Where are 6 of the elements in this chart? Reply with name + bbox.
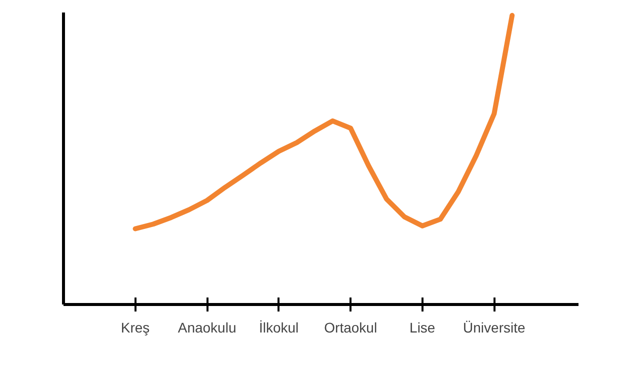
x-tick-label: İlkokul	[258, 320, 299, 336]
x-tick-label: Üniversite	[463, 320, 526, 336]
x-tick-label: Ortaokul	[324, 320, 378, 336]
x-tick-label: Anaokulu	[178, 320, 236, 336]
x-tick-label: Kreş	[120, 320, 150, 336]
x-tick-label: Lise	[410, 320, 436, 336]
